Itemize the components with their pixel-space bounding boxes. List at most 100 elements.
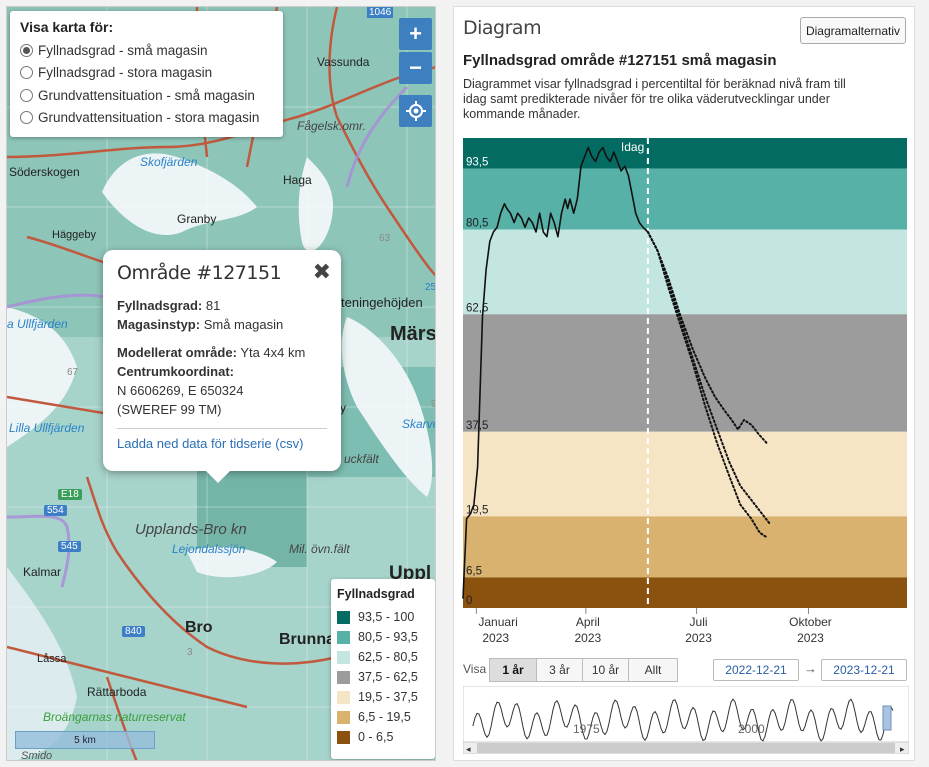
range-selector: 1 år 3 år 10 år Allt (489, 658, 678, 682)
zoom-out-button[interactable]: − (399, 52, 432, 84)
road-shield-545: 545 (58, 541, 81, 552)
legend-label: 62,5 - 80,5 (358, 650, 418, 664)
range-button-all[interactable]: Allt (628, 658, 678, 682)
layer-option-label: Grundvattensituation - små magasin (38, 87, 255, 103)
download-csv-link[interactable]: Ladda ned data för tidserie (csv) (117, 436, 304, 451)
place-fagelsk: Fågelsk.omr. (297, 119, 366, 133)
diagram-panel: Diagram Diagramalternativ Fyllnadsgrad o… (453, 6, 915, 761)
place-teningehojden: teningehöjden (341, 295, 423, 310)
road-shield-e18: E18 (58, 489, 82, 500)
place-y: y (340, 401, 346, 415)
date-from-input[interactable]: 2022-12-21 (713, 659, 799, 681)
legend-item: 6,5 - 19,5 (337, 707, 429, 727)
navigator-label-1975: 1975 (573, 722, 600, 736)
map-number-3: 3 (187, 647, 193, 658)
legend-item: 80,5 - 93,5 (337, 627, 429, 647)
legend-item: 93,5 - 100 (337, 607, 429, 627)
place-bro: Bro (185, 619, 213, 636)
layer-option-label: Fyllnadsgrad - små magasin (38, 42, 208, 58)
legend-title: Fyllnadsgrad (337, 587, 415, 601)
layer-option-label: Fyllnadsgrad - stora magasin (38, 65, 213, 81)
legend-swatch (337, 690, 350, 704)
navigator-series (472, 698, 894, 742)
x-tick-label-year: 2023 (482, 631, 509, 645)
legend-swatch (337, 730, 350, 744)
popup-magasinstyp-value: Små magasin (203, 317, 284, 332)
legend-swatch (337, 630, 350, 644)
legend-label: 37,5 - 62,5 (358, 670, 418, 684)
navigator-handle[interactable] (882, 705, 892, 731)
crosshair-icon (405, 101, 426, 121)
chart-description: Diagrammet visar fyllnadsgrad i percenti… (463, 77, 846, 121)
legend-label: 6,5 - 19,5 (358, 710, 411, 724)
popup-magasinstyp: Magasinstyp: Små magasin (117, 315, 327, 334)
range-label: Visa (463, 662, 487, 676)
legend-item: 62,5 - 80,5 (337, 647, 429, 667)
locate-button[interactable] (399, 95, 432, 127)
legend-label: 80,5 - 93,5 (358, 630, 418, 644)
map-number-1046: 1046 (367, 7, 394, 18)
popup-fyllnadsgrad-value: 81 (205, 298, 221, 313)
layer-selector-title: Visa karta för: (20, 19, 114, 35)
navigator-scrollbar-thumb[interactable] (477, 743, 895, 753)
layer-option-grundvatten-sma[interactable]: Grundvattensituation - små magasin (20, 84, 273, 107)
range-button-1-year[interactable]: 1 år (489, 658, 537, 682)
scroll-right-icon[interactable]: ▸ (900, 744, 905, 754)
popup-modellerat-value: Yta 4x4 km (240, 345, 306, 360)
x-tick-label-month: April (576, 615, 600, 629)
radio-button[interactable] (20, 66, 33, 80)
time-navigator[interactable]: 1975 2000 ◂ ▸ (463, 686, 909, 754)
popup-modellerat-label: Modellerat område: (117, 345, 237, 360)
legend-swatch (337, 650, 350, 664)
legend-item: 37,5 - 62,5 (337, 667, 429, 687)
fill-level-chart[interactable]: 93,5 80,5 62,5 37,5 19,5 6,5 0 Idag Januari 2023 A… (462, 137, 908, 657)
close-icon[interactable]: ✖ (312, 259, 331, 284)
place-smido: Smido (21, 750, 53, 761)
area-popup: Område #127151 ✖ Fyllnadsgrad: 81 Magasi… (103, 250, 341, 483)
x-tick-label-year: 2023 (575, 631, 602, 645)
range-button-10-years[interactable]: 10 år (582, 658, 629, 682)
radio-button[interactable] (20, 88, 33, 102)
x-tick-label-year: 2023 (685, 631, 712, 645)
place-kalmar: Kalmar (23, 565, 62, 579)
popup-magasinstyp-label: Magasinstyp: (117, 317, 201, 332)
date-to-input[interactable]: 2023-12-21 (821, 659, 907, 681)
place-rattarboda: Rättarboda (87, 685, 147, 699)
scroll-left-icon[interactable]: ◂ (466, 744, 471, 754)
water-ullfjarden: a Ullfjärden (7, 317, 68, 331)
navigator-label-2000: 2000 (738, 722, 765, 736)
forecast-series-line (646, 231, 771, 525)
place-haga: Haga (283, 173, 312, 187)
layer-selector: Visa karta för: Fyllnadsgrad - små magas… (10, 11, 283, 137)
scale-bar: 5 km (15, 731, 155, 749)
place-uckfalt: uckfält (344, 452, 379, 466)
place-soderskogen: Söderskogen (9, 165, 80, 179)
map-number-63: 63 (379, 233, 391, 244)
chart-title: Fyllnadsgrad område #127151 små magasin (463, 52, 777, 69)
date-range-arrow: → (804, 661, 817, 676)
y-tick-label: 80,5 (466, 218, 488, 230)
chart-band (463, 314, 907, 432)
place-broangarnas: Broängarnas naturreservat (43, 710, 186, 724)
legend-label: 19,5 - 37,5 (358, 690, 418, 704)
layer-option-fyllnadsgrad-stora[interactable]: Fyllnadsgrad - stora magasin (20, 62, 273, 85)
place-lassa: Låssa (37, 653, 67, 665)
radio-button[interactable] (20, 111, 33, 125)
radio-button-selected[interactable] (20, 43, 33, 57)
map-panel[interactable]: Vassunda Fågelsk.omr. Söderskogen Skofjä… (6, 6, 436, 761)
chart-band (463, 431, 907, 517)
place-granby: Granby (177, 212, 217, 226)
chart-options-button[interactable]: Diagramalternativ (799, 17, 906, 44)
layer-option-grundvatten-stora[interactable]: Grundvattensituation - stora magasin (20, 107, 273, 130)
chart-band (463, 138, 907, 169)
place-upplands-bro: Upplands-Bro kn (135, 521, 247, 538)
zoom-in-button[interactable]: + (399, 18, 432, 50)
y-tick-label: 62,5 (466, 302, 488, 314)
x-tick-label-year: 2023 (797, 631, 824, 645)
place-vassunda: Vassunda (317, 55, 370, 69)
place-brunna: Brunna (279, 631, 335, 648)
range-button-3-years[interactable]: 3 år (536, 658, 583, 682)
popup-fyllnadsgrad-label: Fyllnadsgrad: (117, 298, 203, 313)
layer-option-fyllnadsgrad-sma[interactable]: Fyllnadsgrad - små magasin (20, 39, 273, 62)
forecast-series-line (646, 231, 769, 539)
